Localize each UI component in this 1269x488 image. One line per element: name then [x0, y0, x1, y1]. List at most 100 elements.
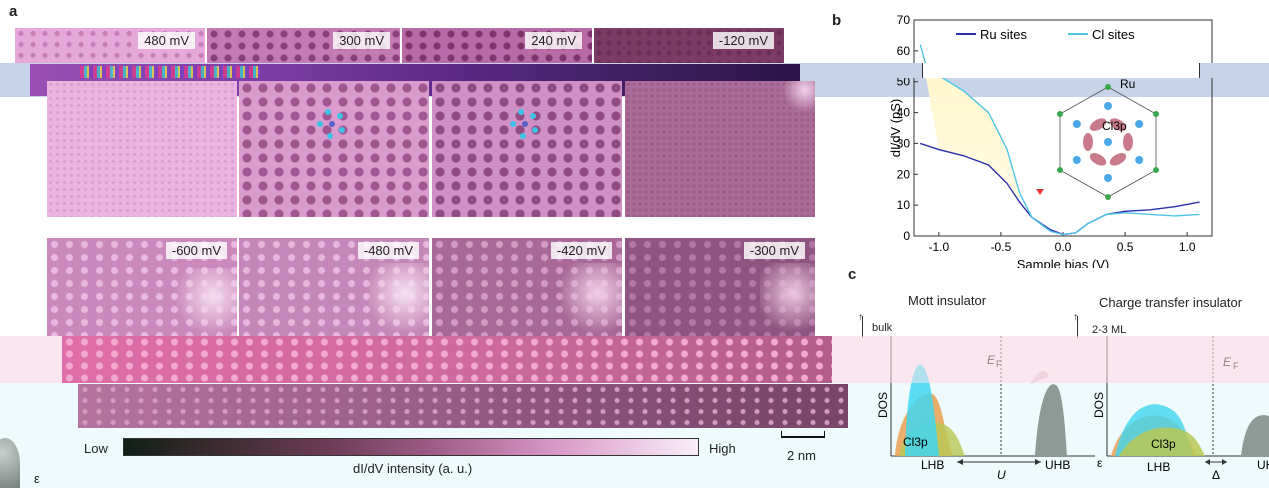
- voltage-label: 480 mV: [138, 32, 195, 49]
- lattice-inset: [1057, 84, 1159, 200]
- legend-cl: Cl sites: [1092, 27, 1135, 42]
- edge-peak-fragment: [0, 438, 20, 488]
- stm-image-row2-1: -600 mV: [47, 238, 237, 338]
- x-tick-label: 1.0: [1179, 240, 1196, 254]
- series-line: [919, 44, 1200, 236]
- u-label: U: [997, 468, 1006, 482]
- cl3p-orbital-icon: [1109, 118, 1127, 131]
- didv-chart: 0 10 20 30 40 50 60 70 -1.0 -0.5 0.0 0.5 1.0 Ru sit…: [888, 13, 1213, 268]
- dos-label: DOS: [876, 392, 890, 418]
- y-axis-title: dI/dV (pS): [888, 99, 903, 158]
- voltage-label: -300 mV: [743, 242, 805, 259]
- cl-site-icon: [1153, 111, 1159, 117]
- epsilon-label: ε: [1097, 456, 1103, 470]
- stm-image-row2-4: -300 mV: [625, 238, 815, 338]
- colorbar-title: dI/dV intensity (a. u.): [353, 461, 473, 476]
- colorbar-high-label: High: [709, 441, 736, 456]
- glitch-chart-slice: [922, 63, 1200, 78]
- cl3p-orbital-icon: [1123, 133, 1133, 151]
- panel-c-letter: c: [848, 266, 857, 283]
- ru-site-icon: [1072, 120, 1081, 128]
- y-tick-label: 0: [903, 229, 910, 243]
- stm-image-row1-2: [239, 81, 429, 217]
- mott-dos: E F DOS Cl3p LHB UHB ε U: [876, 336, 1103, 482]
- bulk-label: bulk: [872, 322, 893, 334]
- cl3p-orbital-icon: [1089, 153, 1107, 166]
- panel-a-letter: a: [9, 3, 18, 20]
- ct-dos: E F DOS Cl3p LHB UHB Δ: [1092, 336, 1269, 482]
- ru-site-icon: [1104, 102, 1112, 110]
- stm-image-row2-3: -420 mV: [432, 238, 622, 338]
- y-tick-label: 70: [897, 13, 911, 27]
- scale-bar-label: 2 nm: [787, 448, 816, 463]
- dos-diagram: E F DOS Cl3p LHB UHB ε U E F DOS Cl3p LH…: [876, 336, 1269, 482]
- inset-label-cl3p: Cl3p: [1102, 119, 1127, 133]
- scale-bar: [781, 436, 825, 438]
- ru-site-icon: [1072, 156, 1081, 164]
- stm-image-top-3: 240 mV: [402, 28, 592, 68]
- voltage-label: -600 mV: [165, 242, 227, 259]
- stm-image-top-2: 300 mV: [207, 28, 400, 68]
- stm-image-row1-4: [625, 81, 815, 217]
- series-line: [919, 142, 1200, 236]
- voltage-label: -480 mV: [357, 242, 419, 259]
- shaded-gap-area: [920, 44, 1020, 203]
- cl-site-icon: [1153, 167, 1159, 173]
- stm-image-row1-3: [432, 81, 622, 217]
- voltage-label: 240 mV: [525, 32, 582, 49]
- lattice-dot-overlay: [510, 109, 540, 139]
- mott-title: Mott insulator: [908, 293, 987, 308]
- ru-site-icon: [1135, 156, 1144, 164]
- cl3p-label: Cl3p: [903, 435, 928, 449]
- glitch-strip: [62, 336, 832, 383]
- stm-image-row1-1: [47, 81, 237, 217]
- y-tick-label: 10: [897, 198, 911, 212]
- axis-epsilon-fragment: ε: [34, 471, 40, 486]
- bulk-arrow: [862, 316, 863, 338]
- y-tick-label: 40: [897, 106, 911, 120]
- ru-site-icon: [1104, 174, 1112, 182]
- cl-site-icon: [1105, 84, 1111, 90]
- y-tick-label: 60: [897, 44, 911, 58]
- y-tick-label: 30: [897, 136, 911, 150]
- delta-label: Δ: [1212, 468, 1220, 482]
- svg-text:Cl3p: Cl3p: [1151, 437, 1176, 451]
- svg-text:DOS: DOS: [1092, 392, 1106, 418]
- x-axis-title: Sample bias (V): [1017, 257, 1109, 268]
- svg-text:LHB: LHB: [1147, 460, 1170, 474]
- y-tick-label: 20: [897, 167, 911, 181]
- voltage-label: -420 mV: [550, 242, 612, 259]
- cl3p-orbital-icon: [1089, 118, 1107, 131]
- x-tick-label: -1.0: [928, 240, 949, 254]
- panel-b-letter: b: [832, 12, 842, 29]
- glitch-band: [835, 336, 1269, 383]
- glitch-strip: [78, 384, 848, 428]
- ml-arrow: [1077, 316, 1078, 338]
- ct-title: Charge transfer insulator: [1099, 295, 1243, 310]
- svg-text:UHB: UHB: [1257, 458, 1269, 472]
- inset-label-ru: Ru: [1120, 77, 1135, 91]
- ru-site-icon: [1104, 138, 1112, 146]
- x-tick-label: 0.0: [1055, 240, 1072, 254]
- y-tick-label: 50: [897, 75, 911, 89]
- lattice-dot-overlay: [317, 109, 347, 139]
- stm-image-top-4: -120 mV: [594, 28, 784, 68]
- stm-image-row2-2: -480 mV: [239, 238, 429, 338]
- onset-marker-icon: [1036, 189, 1044, 195]
- voltage-label: 300 mV: [333, 32, 390, 49]
- cl-site-icon: [1057, 111, 1063, 117]
- legend-ru: Ru sites: [980, 27, 1027, 42]
- cl3p-orbital-icon: [1109, 153, 1127, 166]
- cl-site-icon: [1057, 167, 1063, 173]
- voltage-label: -120 mV: [712, 32, 774, 49]
- lhb-label: LHB: [921, 458, 944, 472]
- colorbar: [123, 438, 699, 456]
- stm-image-top-1: 480 mV: [15, 28, 205, 68]
- cl3p-orbital-icon: [1083, 133, 1093, 151]
- cl-site-icon: [1105, 194, 1111, 200]
- x-tick-label: -0.5: [991, 240, 1012, 254]
- x-tick-label: 0.5: [1117, 240, 1134, 254]
- colorbar-low-label: Low: [84, 441, 108, 456]
- ru-site-icon: [1135, 120, 1144, 128]
- ml-label: 2-3 ML: [1092, 324, 1127, 336]
